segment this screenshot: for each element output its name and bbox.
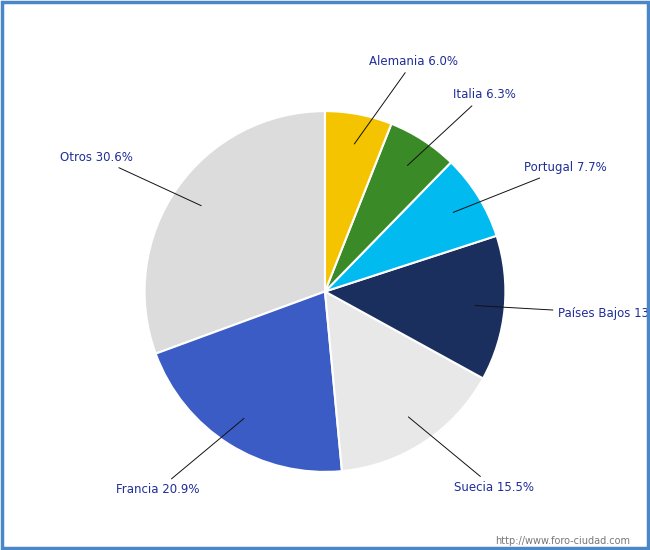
Wedge shape [325,162,497,292]
Text: Otros 30.6%: Otros 30.6% [60,151,202,206]
Text: Alemania 6.0%: Alemania 6.0% [354,54,458,144]
Text: Italia 6.3%: Italia 6.3% [408,88,515,166]
Wedge shape [325,124,451,292]
Wedge shape [325,236,506,378]
Text: Países Bajos 13.0%: Países Bajos 13.0% [475,306,650,320]
Text: http://www.foro-ciudad.com: http://www.foro-ciudad.com [495,536,630,546]
Text: Portugal 7.7%: Portugal 7.7% [453,161,607,212]
Wedge shape [325,111,391,292]
Text: Almagro - Turistas extranjeros según país - Octubre de 2024: Almagro - Turistas extranjeros según paí… [94,14,556,31]
Wedge shape [144,111,325,354]
Wedge shape [325,292,483,471]
Text: Francia 20.9%: Francia 20.9% [116,419,244,497]
Text: Suecia 15.5%: Suecia 15.5% [408,417,534,494]
Wedge shape [155,292,342,472]
